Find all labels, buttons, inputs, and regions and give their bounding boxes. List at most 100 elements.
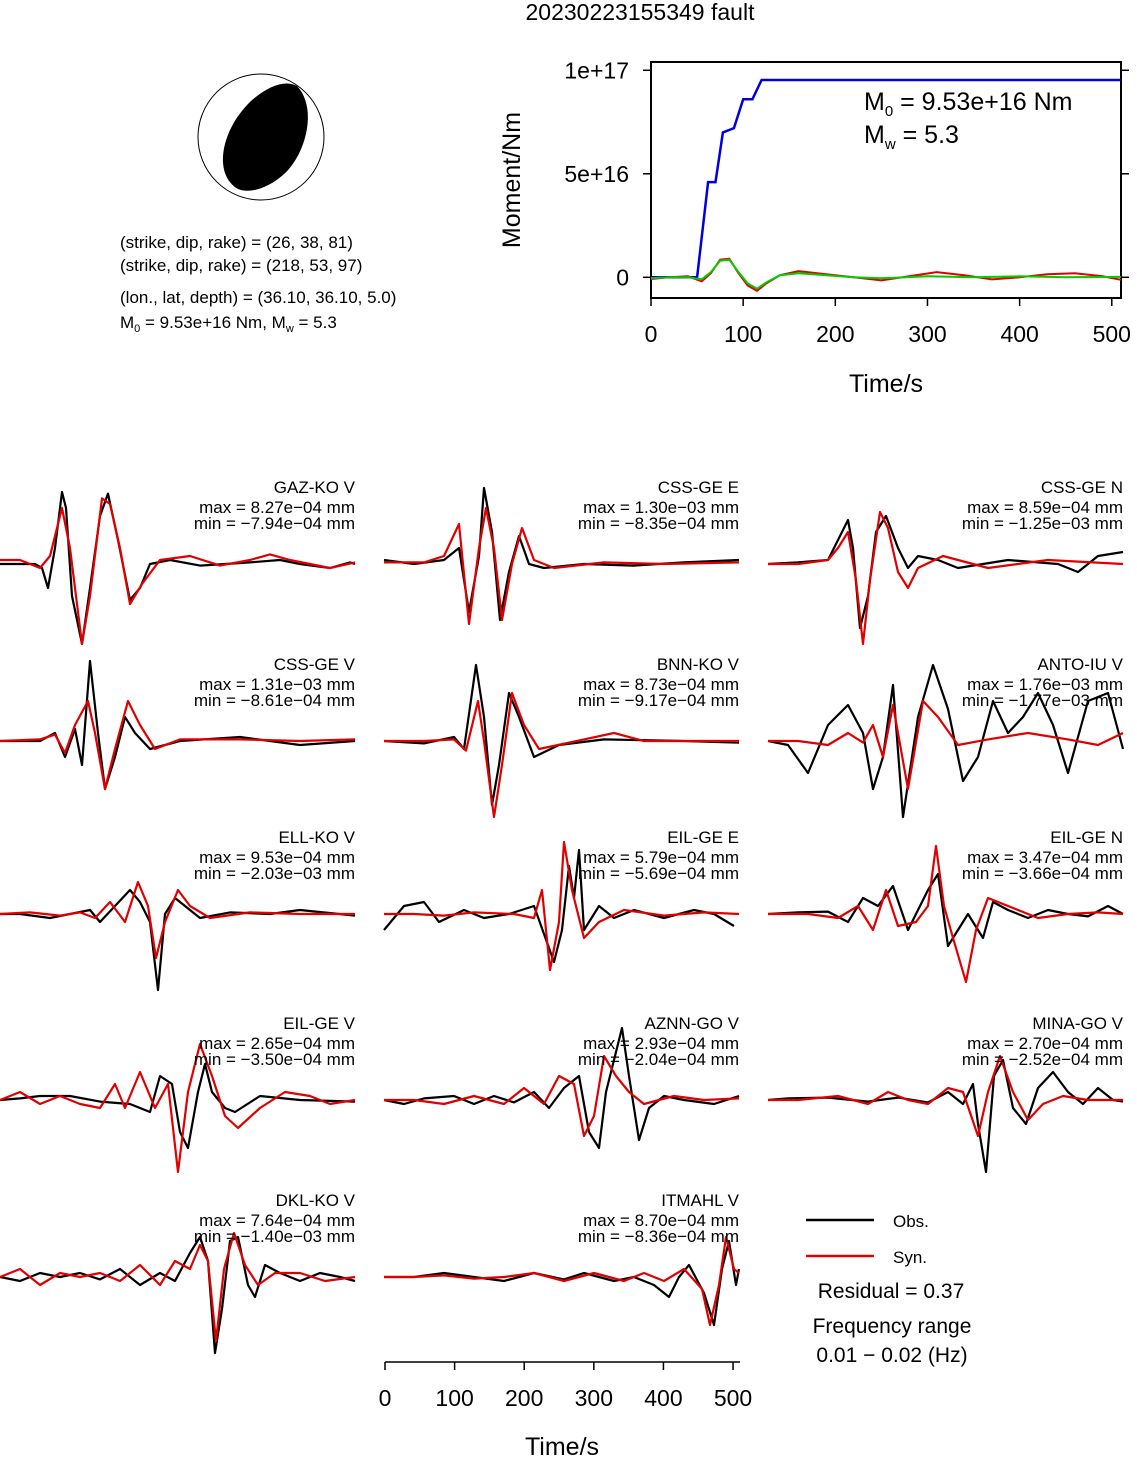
station-label: ELL-KO V (278, 828, 355, 847)
mw-annotation: Mw = 5.3 (864, 121, 959, 153)
station-label: CSS-GE N (1041, 478, 1123, 497)
beachball (197, 73, 325, 201)
observed-waveform (0, 888, 356, 992)
observed-waveform (767, 1058, 1124, 1174)
synthetic-waveform (768, 510, 1124, 646)
max-amplitude-label: max = 2.70e−04 mm (967, 1034, 1123, 1053)
observed-waveform (767, 663, 1125, 819)
station-label: DKL-KO V (276, 1191, 356, 1210)
max-amplitude-label: max = 3.47e−04 mm (967, 848, 1123, 867)
min-amplitude-label: min = −1.25e−03 mm (962, 514, 1123, 533)
figure-title: 20230223155349 fault (526, 0, 756, 25)
observed-waveform (383, 663, 740, 807)
station-label: EIL-GE V (283, 1014, 355, 1033)
min-amplitude-label: min = −8.36e−04 mm (578, 1227, 739, 1246)
moment-xtick-label: 400 (1000, 321, 1038, 347)
legend-syn-label: Syn. (893, 1248, 927, 1267)
legend: Obs. Syn. Residual = 0.37 Frequency rang… (806, 1212, 971, 1367)
residual-text: Residual = 0.37 (818, 1280, 965, 1303)
beachball-compressional-quadrant (222, 83, 308, 191)
max-amplitude-label: max = 1.31e−03 mm (199, 675, 355, 694)
moment-xtick-label: 500 (1093, 321, 1131, 347)
synthetic-waveform (0, 1042, 356, 1174)
min-amplitude-label: min = −1.77e−03 mm (962, 691, 1123, 710)
synthetic-waveform (0, 699, 356, 791)
station-label: ANTO-IU V (1037, 655, 1123, 674)
moment-plot-series (650, 78, 1122, 293)
min-amplitude-label: min = −2.03e−03 mm (194, 864, 355, 883)
station-label: AZNN-GO V (645, 1014, 740, 1033)
waveform-xtick-label: 0 (379, 1385, 392, 1411)
min-amplitude-label: min = −3.50e−04 mm (194, 1050, 355, 1069)
synthetic-waveform (768, 1054, 1123, 1138)
max-amplitude-label: max = 8.70e−04 mm (583, 1211, 739, 1230)
observed-waveform (767, 514, 1124, 630)
station-label: CSS-GE V (274, 655, 356, 674)
waveform-xlabel: Time/s (525, 1433, 599, 1458)
observed-waveform (0, 1235, 356, 1355)
max-amplitude-label: max = 8.59e−04 mm (967, 498, 1123, 517)
moment-xtick-label: 200 (816, 321, 854, 347)
moment-series-blue (651, 78, 1121, 279)
max-amplitude-label: max = 8.73e−04 mm (583, 675, 739, 694)
min-amplitude-label: min = −9.17e−04 mm (578, 691, 739, 710)
min-amplitude-label: min = −8.35e−04 mm (578, 514, 739, 533)
location-text: (lon., lat, depth) = (36.10, 36.10, 5.0) (120, 288, 396, 307)
moment-ytick-label: 0 (616, 264, 629, 290)
station-label: GAZ-KO V (274, 478, 356, 497)
min-amplitude-label: min = −2.04e−04 mm (578, 1050, 739, 1069)
station-label: EIL-GE N (1050, 828, 1123, 847)
moment-plot: 0 100 200 300 400 500 0 5e+16 1e+17 M0 = 9.53e+1… (498, 57, 1131, 398)
synthetic-waveform (768, 844, 1124, 984)
max-amplitude-label: max = 2.93e−04 mm (583, 1034, 739, 1053)
station-label: MINA-GO V (1032, 1014, 1123, 1033)
moment-text: M0 = 9.53e+16 Nm, Mw = 5.3 (120, 313, 337, 335)
observed-waveform (383, 486, 740, 622)
synthetic-waveform (768, 699, 1124, 791)
station-label: EIL-GE E (667, 828, 739, 847)
synthetic-waveform (384, 840, 740, 972)
legend-obs-label: Obs. (893, 1212, 929, 1231)
waveform-xtick-label: 100 (435, 1385, 473, 1411)
waveform-xtick-label: 300 (575, 1385, 613, 1411)
max-amplitude-label: max = 2.65e−04 mm (199, 1034, 355, 1053)
frequency-value: 0.01 − 0.02 (Hz) (816, 1344, 967, 1367)
observed-waveform (383, 1026, 740, 1150)
max-amplitude-label: max = 1.30e−03 mm (583, 498, 739, 517)
moment-series-green (650, 258, 1122, 290)
observed-waveform (384, 1239, 741, 1327)
synthetic-waveform (384, 1054, 740, 1138)
mechanism-info: (strike, dip, rake) = (26, 38, 81) (stri… (120, 233, 396, 335)
moment-xtick-label: 100 (724, 321, 762, 347)
synthetic-waveform (0, 880, 355, 960)
station-label: CSS-GE E (658, 478, 739, 497)
moment-ylabel: Moment/Nm (498, 112, 526, 248)
station-label: ITMAHL V (661, 1191, 739, 1210)
plane2-text: (strike, dip, rake) = (218, 53, 97) (120, 256, 362, 275)
synthetic-waveform (384, 691, 739, 819)
min-amplitude-label: min = −2.52e−04 mm (962, 1050, 1123, 1069)
waveform-xtick-label: 200 (505, 1385, 543, 1411)
max-amplitude-label: max = 9.53e−04 mm (199, 848, 355, 867)
synthetic-waveform (0, 497, 356, 646)
min-amplitude-label: min = −1.40e−03 mm (194, 1227, 355, 1246)
frequency-title: Frequency range (813, 1315, 972, 1338)
min-amplitude-label: min = −7.94e−04 mm (194, 514, 355, 533)
synthetic-waveform (384, 506, 740, 626)
max-amplitude-label: max = 7.64e−04 mm (199, 1211, 355, 1230)
